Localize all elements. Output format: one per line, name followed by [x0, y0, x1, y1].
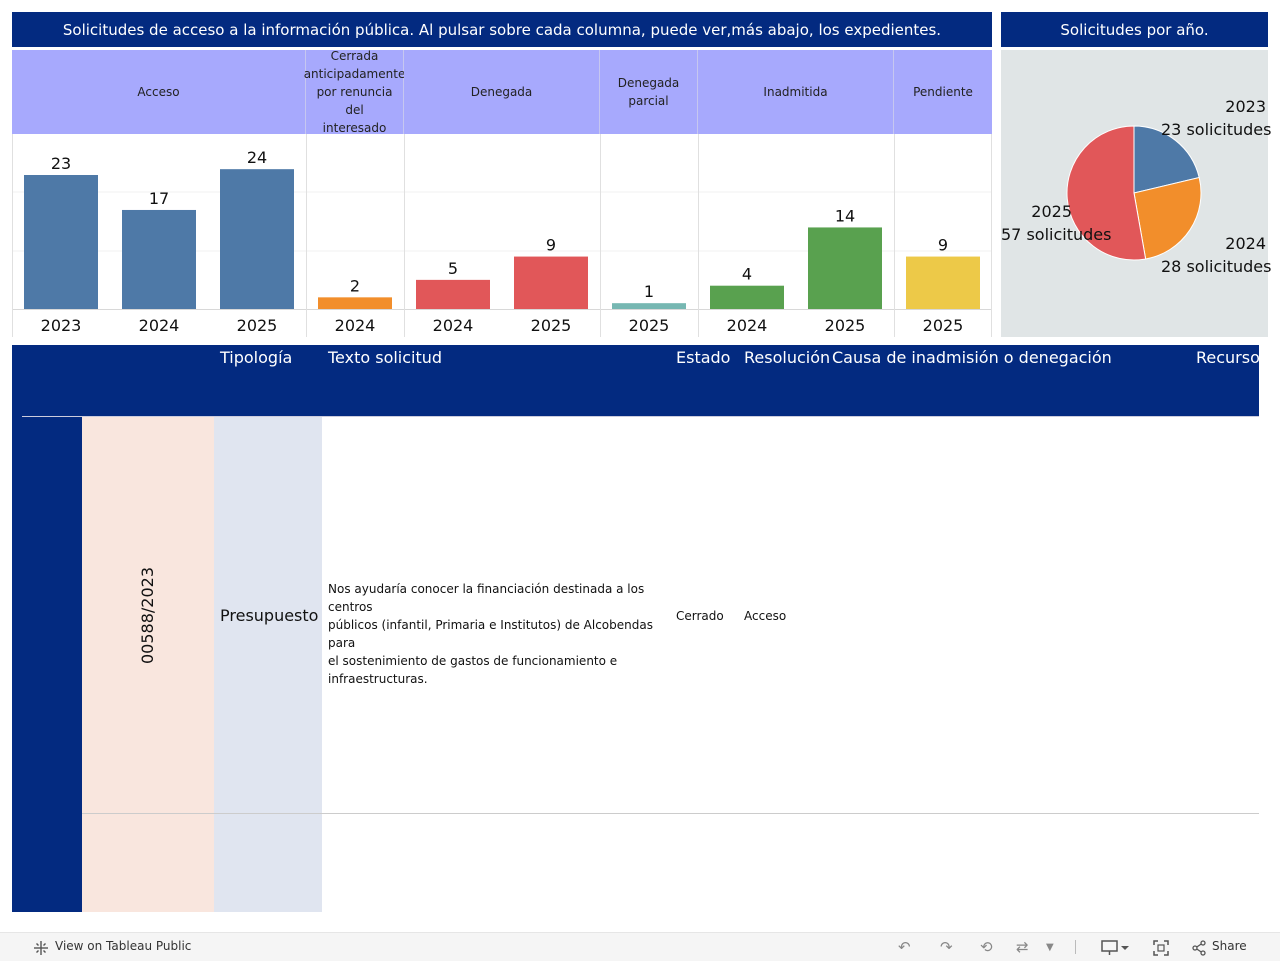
category-header-cerrada: Cerrada anticipadamente por renuncia del…	[303, 49, 406, 135]
bar-value-label: 4	[742, 265, 752, 284]
resolucion-value: Acceso	[744, 609, 787, 623]
x-tick-label: 2024	[139, 316, 180, 335]
toolbar-divider	[1075, 940, 1076, 954]
bar[interactable]	[122, 209, 196, 309]
x-tick-label: 2023	[41, 316, 82, 335]
category-header-inadmitida: Inadmitida	[698, 50, 894, 134]
status-bar-chart[interactable]: Acceso Cerrada anticipadamente por renun…	[12, 49, 992, 337]
refresh-icon[interactable]: ⇄	[1016, 938, 1029, 956]
expediente-id: 00588/2023	[138, 566, 158, 664]
bar-value-label: 2	[350, 276, 360, 295]
column-header-tipologia[interactable]: Tipología	[220, 348, 293, 367]
bar-value-label: 23	[51, 154, 71, 173]
yearly-pie-chart-panel[interactable]: 2023 23 solicitudes 2024 28 solicitudes …	[1001, 50, 1272, 337]
main-title-bar: Solicitudes de acceso a la información p…	[12, 12, 992, 47]
bar[interactable]	[710, 285, 784, 309]
pie-chart-svg[interactable]	[1001, 50, 1268, 337]
fullscreen-icon[interactable]	[1153, 940, 1169, 956]
bar-value-label: 5	[448, 259, 458, 278]
x-tick-label: 2024	[433, 316, 474, 335]
download-icon[interactable]	[1101, 940, 1129, 956]
x-tick-label: 2025	[629, 316, 670, 335]
table-header-rule	[22, 416, 1259, 417]
share-button[interactable]: Share	[1212, 939, 1247, 953]
category-header-pendiente: Pendiente	[894, 50, 992, 134]
share-icon[interactable]	[1191, 940, 1207, 956]
bar[interactable]	[416, 279, 490, 309]
pie-slice[interactable]	[1066, 125, 1147, 261]
estado-value: Cerrado	[676, 609, 724, 623]
redo-icon[interactable]: ↷	[940, 938, 953, 956]
tipologia-column	[214, 417, 322, 912]
x-tick-label: 2025	[531, 316, 572, 335]
bar-value-label: 9	[938, 236, 948, 255]
bar[interactable]	[318, 297, 392, 309]
pie-title: Solicitudes por año.	[1060, 20, 1209, 39]
pie-label-2024: 2024 28 solicitudes	[1161, 234, 1272, 276]
view-on-tableau-link[interactable]: View on Tableau Public	[55, 939, 192, 953]
tableau-logo-icon[interactable]	[33, 940, 49, 956]
bar[interactable]	[612, 303, 686, 309]
row-divider	[82, 813, 1259, 814]
tipologia-value: Presupuesto	[220, 606, 319, 625]
pie-slice[interactable]	[1133, 125, 1200, 194]
revert-icon[interactable]: ⟲	[980, 938, 993, 956]
bar-value-label: 9	[546, 236, 556, 255]
expediente-column	[82, 417, 214, 912]
column-header-resolucion[interactable]: Resolución	[744, 348, 831, 367]
column-header-estado[interactable]: Estado	[676, 348, 731, 367]
row-group-band	[12, 417, 82, 912]
pie-label-2025: 2025 57 solicitudes	[1001, 202, 1112, 244]
pie-title-bar: Solicitudes por año.	[1001, 12, 1268, 47]
x-tick-label: 2025	[825, 316, 866, 335]
pause-dropdown-icon[interactable]: ▼	[1046, 942, 1054, 953]
category-header-denegada-parcial: Denegada parcial	[600, 50, 698, 134]
pie-label-2023: 2023 23 solicitudes	[1161, 97, 1272, 139]
x-tick-label: 2024	[335, 316, 376, 335]
column-header-recurso[interactable]: Recurso	[1196, 348, 1260, 367]
main-title: Solicitudes de acceso a la información p…	[62, 20, 942, 39]
table-header: Tipología Texto solicitud Estado Resoluc…	[12, 345, 1260, 417]
column-header-causa[interactable]: Causa de inadmisión o denegación	[832, 348, 1112, 367]
x-tick-label: 2024	[727, 316, 768, 335]
tableau-toolbar: View on Tableau Public ↶ ↷ ⟲ ⇄ ▼ Share	[0, 932, 1280, 961]
bar-value-label: 1	[644, 282, 654, 301]
bar[interactable]	[220, 169, 294, 309]
bar[interactable]	[906, 256, 980, 309]
bar-value-label: 17	[149, 189, 169, 208]
bar-value-label: 24	[247, 148, 267, 167]
bar-value-label: 14	[835, 206, 855, 225]
category-header-acceso: Acceso	[12, 50, 306, 134]
x-tick-label: 2025	[923, 316, 964, 335]
category-header-denegada: Denegada	[404, 50, 600, 134]
pie-slice[interactable]	[1133, 176, 1202, 260]
table-row[interactable]: 00588/2023 Presupuesto Nos ayudaría cono…	[82, 417, 1259, 813]
column-header-texto[interactable]: Texto solicitud	[328, 348, 443, 367]
texto-solicitud-value: Nos ayudaría conocer la financiación des…	[328, 582, 653, 686]
undo-icon[interactable]: ↶	[898, 938, 911, 956]
x-tick-label: 2025	[237, 316, 278, 335]
bar-chart-svg[interactable]: 23 2023 17 2024 24 2025 2 2024 5 2024 9 2025 1 2025 4 2…	[12, 50, 992, 337]
bar[interactable]	[24, 175, 98, 309]
bar[interactable]	[514, 256, 588, 309]
bar[interactable]	[808, 227, 882, 309]
